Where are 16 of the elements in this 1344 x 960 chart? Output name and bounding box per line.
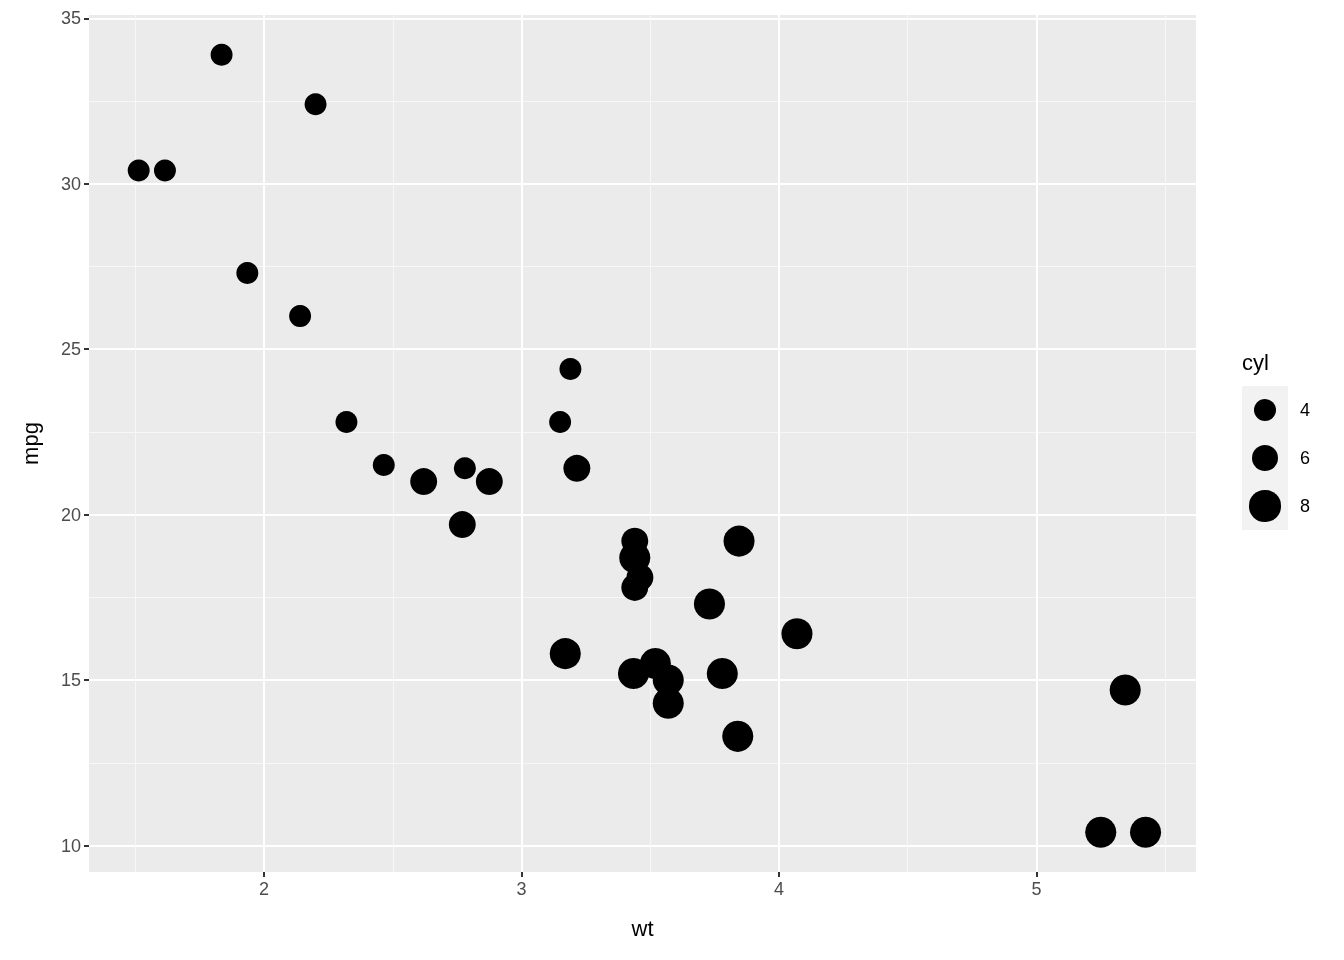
legend-label: 4 (1300, 399, 1311, 421)
y-tick-label: 35 (60, 8, 81, 29)
legend-label: 6 (1300, 447, 1311, 469)
y-axis-title: mpg (17, 422, 43, 465)
x-axis-title: wt (630, 915, 654, 941)
legend-title: cyl (1242, 350, 1270, 376)
y-tick-label: 25 (60, 339, 81, 360)
y-tick-label: 15 (60, 670, 81, 691)
x-tick-label: 3 (516, 879, 527, 899)
y-tick-label: 30 (60, 173, 81, 194)
legend-label: 8 (1300, 495, 1311, 517)
x-tick-label: 5 (1031, 879, 1042, 899)
y-tick-label: 10 (60, 835, 81, 856)
y-tick-label: 20 (60, 504, 81, 525)
x-tick-label: 2 (259, 879, 270, 899)
x-tick-label: 4 (773, 879, 784, 899)
